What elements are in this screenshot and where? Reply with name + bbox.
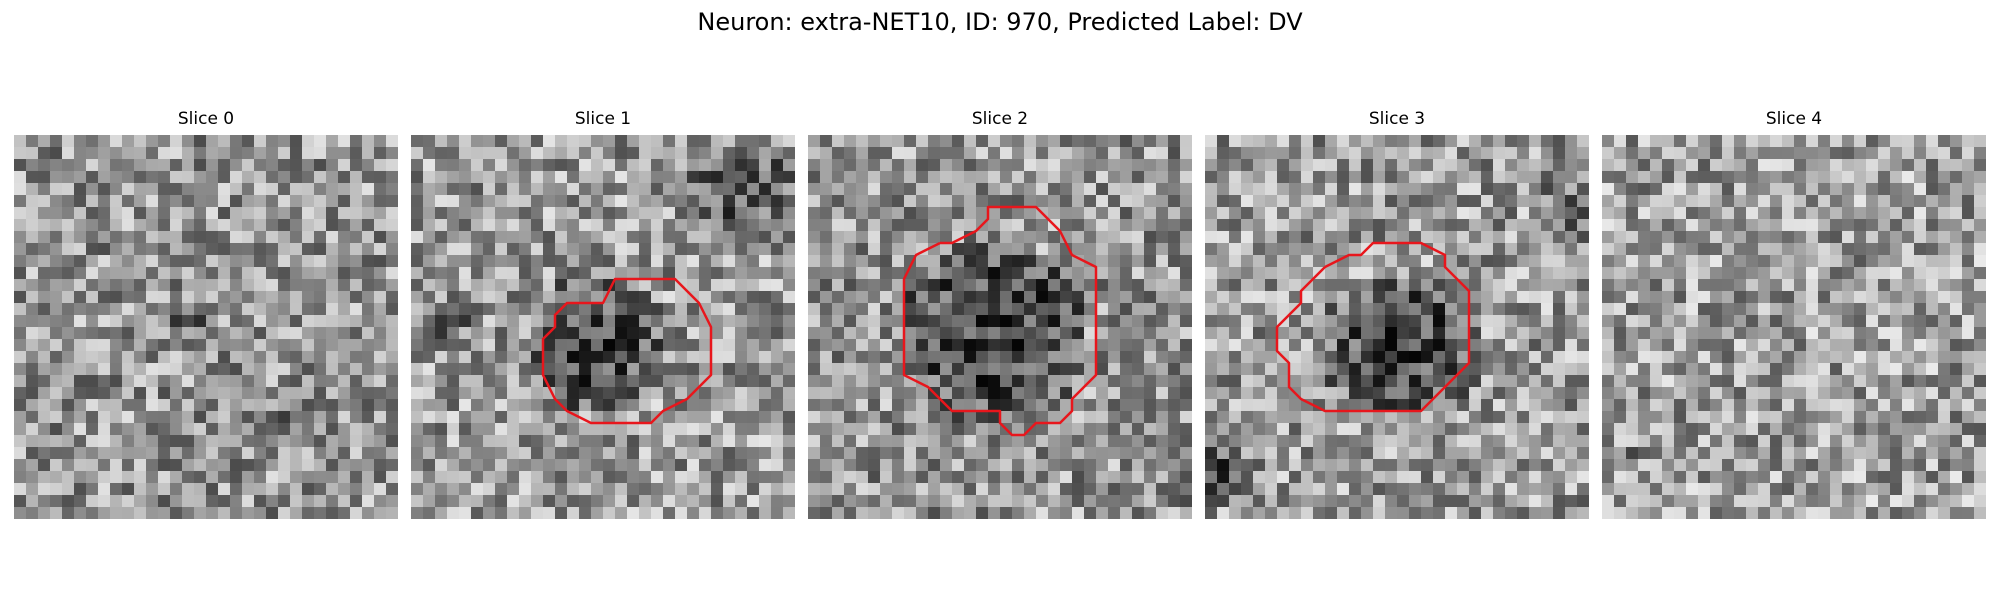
- slice-title: Slice 0: [177, 109, 235, 129]
- slice-title: Slice 1: [574, 109, 632, 129]
- figure-title: Neuron: extra-NET10, ID: 970, Predicted …: [697, 8, 1303, 36]
- slice-image: [808, 135, 1192, 519]
- slice-panel-1: Slice 1: [411, 108, 795, 519]
- roi-contour: [541, 277, 713, 425]
- slice-image: [1602, 135, 1986, 519]
- slice-image: [14, 135, 398, 519]
- slice-image: [411, 135, 795, 519]
- slice-panel-2: Slice 2: [808, 108, 1192, 519]
- slice-title: Slice 3: [1368, 109, 1426, 129]
- slice-panel-3: Slice 3: [1205, 108, 1589, 519]
- slice-title: Slice 4: [1765, 109, 1823, 129]
- roi-contour: [902, 205, 1098, 437]
- slice-panel-0: Slice 0: [14, 108, 398, 519]
- roi-contour: [1275, 241, 1471, 413]
- slice-image: [1205, 135, 1589, 519]
- slice-panel-4: Slice 4: [1602, 108, 1986, 519]
- slice-title: Slice 2: [971, 109, 1029, 129]
